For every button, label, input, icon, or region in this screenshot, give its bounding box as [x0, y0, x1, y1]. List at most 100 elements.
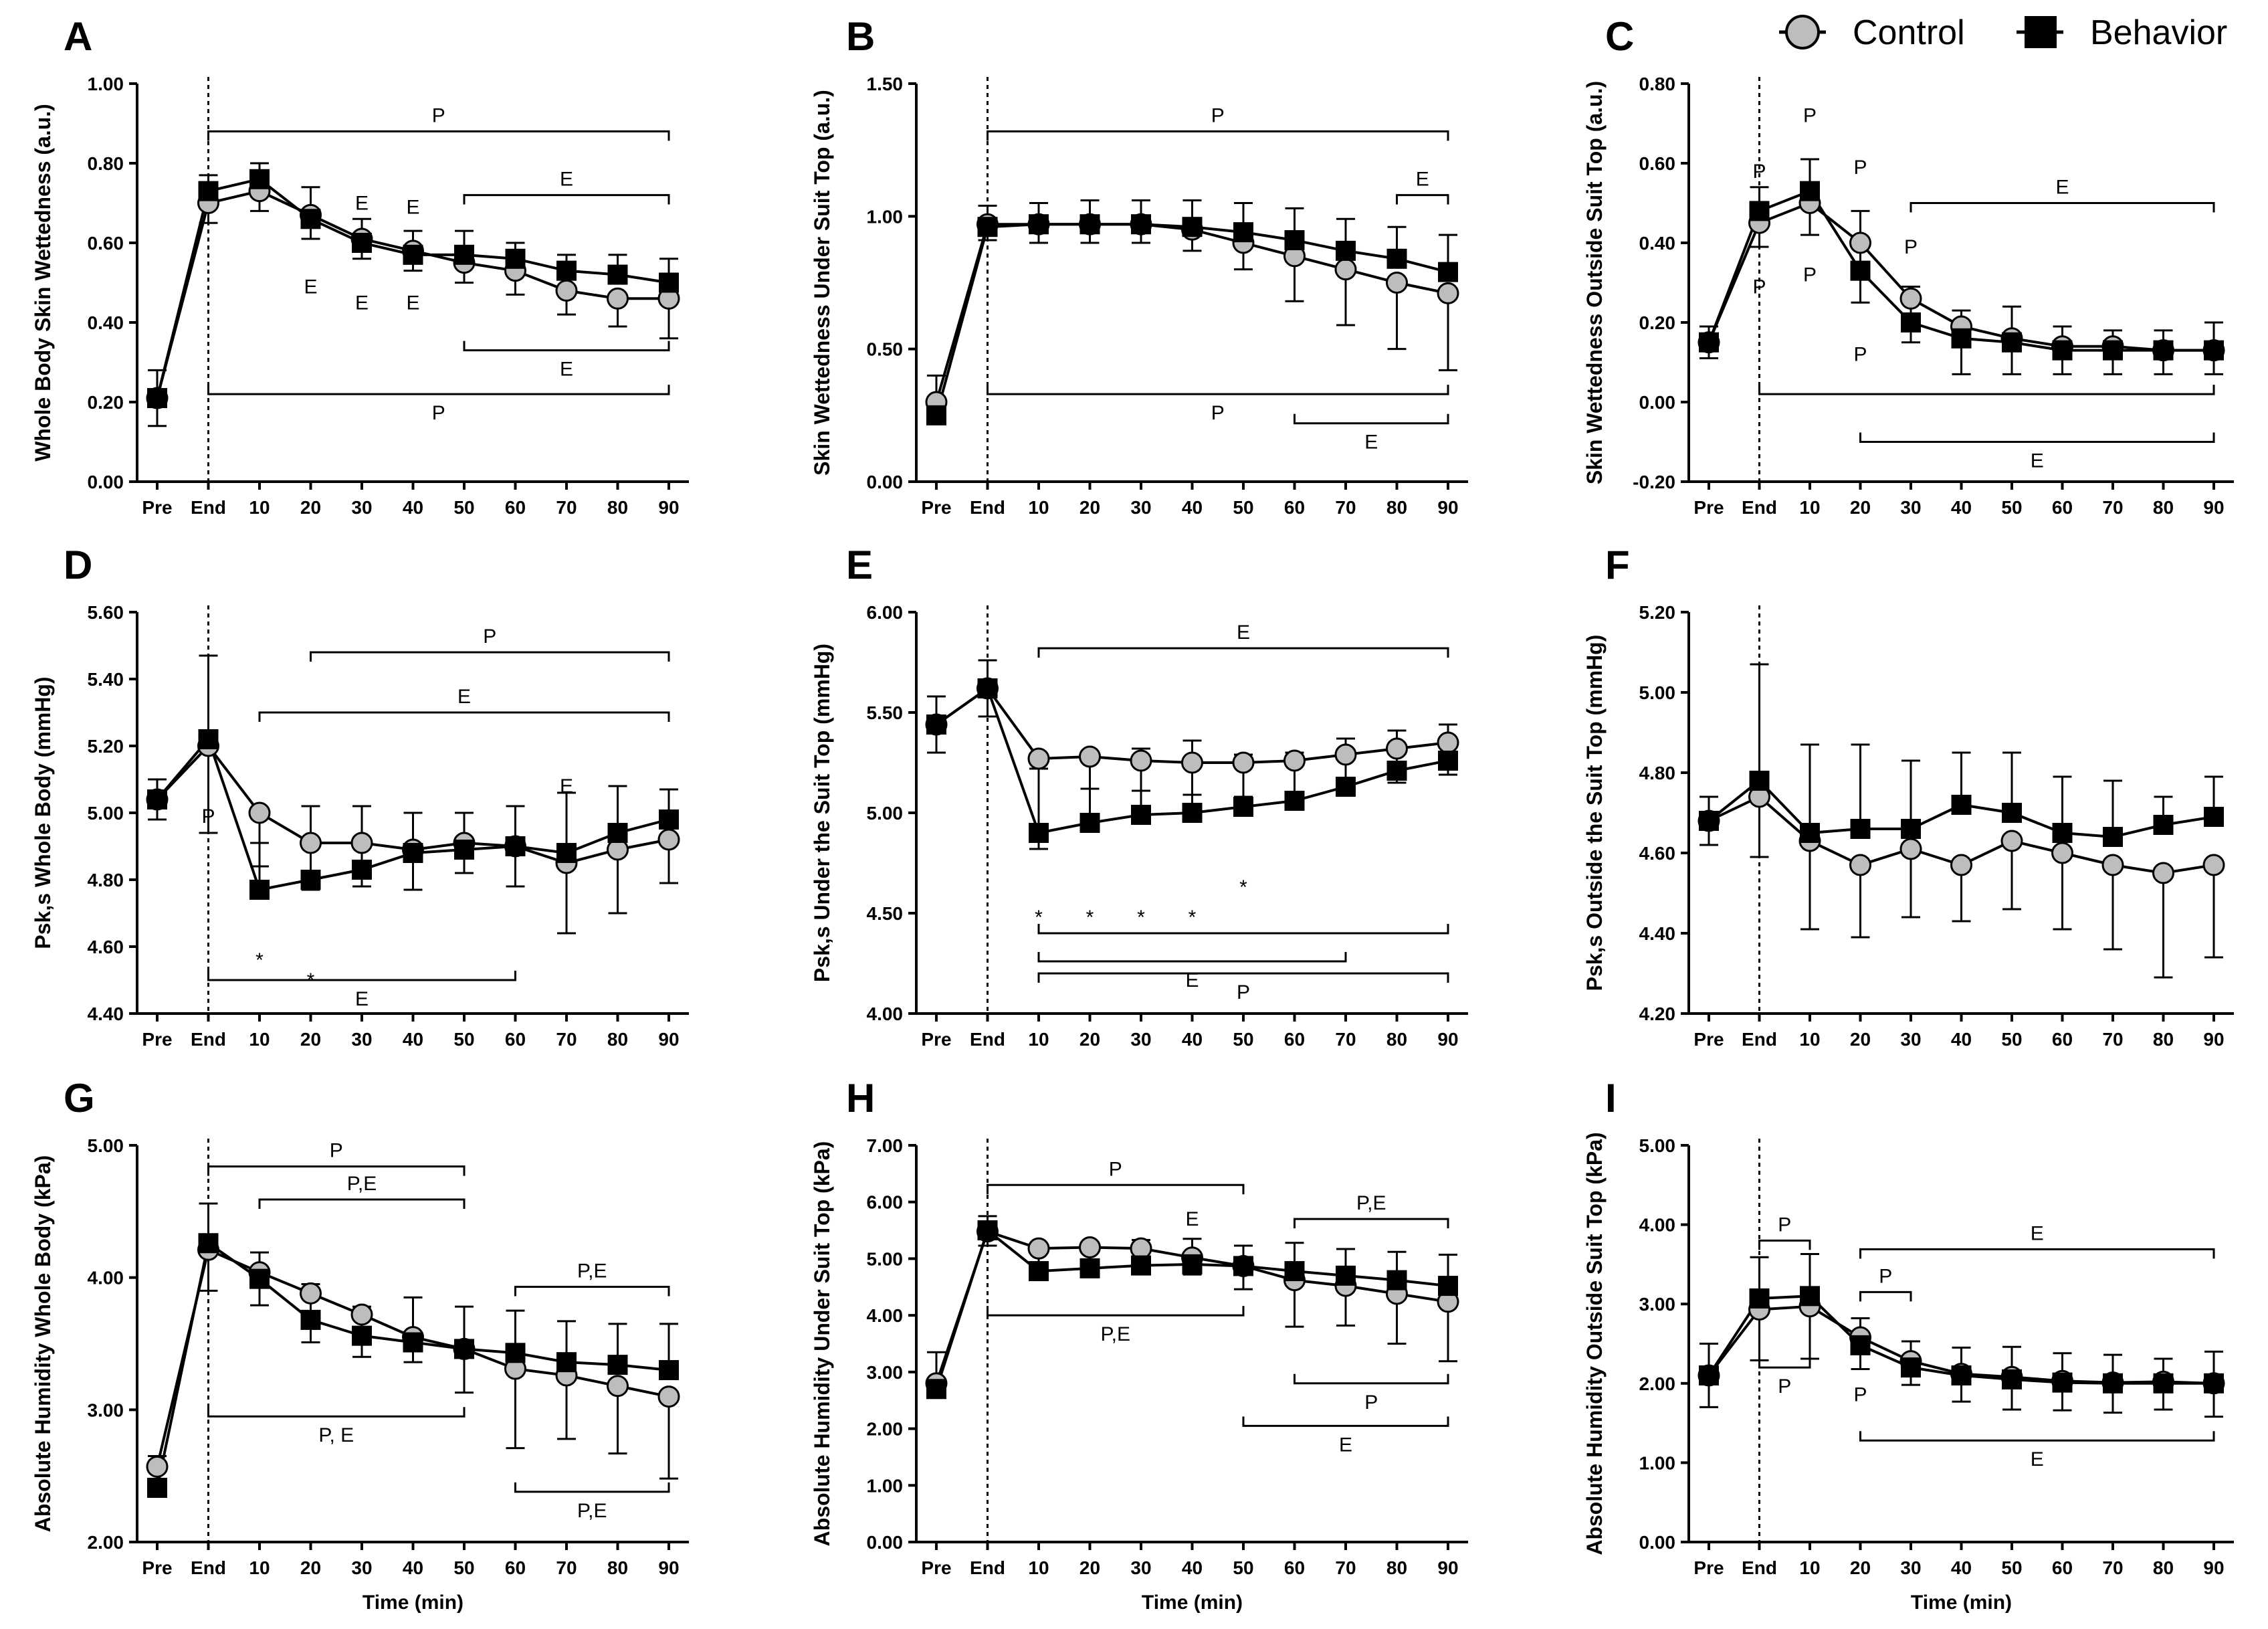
point-behavior	[1233, 1256, 1253, 1276]
x-tick-label: 50	[2001, 1557, 2022, 1578]
x-tick-label: End	[970, 1557, 1005, 1578]
x-tick-label: End	[970, 497, 1005, 518]
annotation-bracket	[1758, 1358, 1811, 1369]
point-control	[607, 1375, 629, 1398]
x-tick-label: Pre	[142, 1029, 172, 1050]
x-tick-label: End	[191, 1029, 226, 1050]
point-behavior	[505, 1343, 526, 1363]
y-tick-label: 0.20	[1639, 312, 1676, 333]
x-tick-label: 90	[2203, 1029, 2224, 1050]
annotation-bracket	[987, 385, 1449, 395]
x-tick-label: 70	[1335, 1029, 1356, 1050]
y-tick-label: 0.40	[88, 312, 124, 333]
panel-label-i: I	[1605, 1076, 1617, 1121]
point-behavior	[1901, 1357, 1921, 1378]
point-behavior	[2103, 340, 2123, 361]
x-tick-label: 60	[505, 1029, 526, 1050]
x-tick-label: 70	[1335, 1557, 1356, 1578]
point-behavior	[2103, 827, 2123, 847]
y-tick-label: 5.50	[867, 702, 904, 723]
point-behavior	[1131, 1255, 1151, 1276]
x-tick-label: 20	[1079, 497, 1100, 518]
point-behavior	[1079, 214, 1100, 235]
annotation-bracket	[258, 711, 670, 722]
point-behavior	[249, 169, 270, 189]
annotation-label: E	[560, 169, 573, 191]
point-behavior	[1182, 217, 1203, 237]
point-behavior	[454, 840, 474, 860]
point-control	[1130, 749, 1152, 772]
annotation-bracket	[463, 341, 670, 352]
point-behavior	[1951, 328, 1972, 349]
annotation-text: E	[1185, 1208, 1199, 1230]
point-control	[1849, 854, 1871, 876]
annotation-bracket	[207, 385, 670, 395]
point-behavior	[1336, 1265, 1356, 1286]
x-tick-label: End	[1742, 1029, 1777, 1050]
point-control	[1849, 231, 1871, 254]
annotation-text: P	[1752, 276, 1766, 298]
x-tick-label: 30	[1130, 1557, 1151, 1578]
x-tick-label: 70	[556, 1557, 577, 1578]
point-behavior	[2002, 1369, 2022, 1390]
point-behavior	[1386, 1270, 1407, 1290]
x-tick-label: 60	[2052, 497, 2073, 518]
point-control	[300, 832, 322, 854]
y-tick-label: 4.60	[1639, 843, 1676, 864]
y-tick-label: 6.00	[867, 1192, 904, 1213]
x-tick-label: 80	[2153, 1029, 2174, 1050]
point-behavior	[2052, 823, 2073, 843]
point-behavior	[403, 843, 423, 863]
annotation-bracket	[987, 1183, 1245, 1195]
point-control	[350, 832, 373, 854]
point-behavior	[1079, 813, 1100, 833]
point-behavior	[1800, 823, 1820, 843]
x-tick-label: 80	[607, 497, 628, 518]
point-behavior	[300, 209, 321, 229]
point-control	[1334, 258, 1357, 281]
y-tick-label: 1.00	[867, 1475, 904, 1496]
y-tick-label: 0.80	[88, 153, 124, 174]
x-tick-label: 50	[453, 1557, 474, 1578]
y-tick-label: 6.00	[867, 602, 904, 623]
annotation-bracket	[1910, 202, 2215, 213]
panel-b: B 0.00 0.50 1.00 1.50 Pre End 10 20 30 40 50 60 70 80 9…	[810, 14, 1468, 518]
panel-c: C -0.20 0.00 0.20 0.40 0.60 0.80 Pre End 10 20 30 40…	[1582, 14, 2234, 518]
annotation-label: P,E	[577, 1500, 607, 1522]
x-tick-label: 10	[1799, 1557, 1820, 1578]
point-behavior	[1233, 797, 1253, 817]
y-axis-label: Absolute Humidity Outside Suit Top (kPa)	[1582, 1132, 1607, 1555]
annotation-label: E	[457, 686, 471, 708]
point-behavior	[1951, 1365, 1972, 1385]
y-tick-label: 4.50	[867, 903, 904, 924]
legend-control-marker	[1785, 15, 1820, 50]
x-tick-label: 10	[1799, 497, 1820, 518]
point-behavior	[403, 1332, 423, 1353]
annotation-bracket	[207, 1407, 466, 1418]
y-tick-label: 0.00	[867, 1532, 904, 1553]
x-tick-label: 20	[300, 1557, 321, 1578]
x-tick-label: 80	[1386, 1557, 1407, 1578]
annotation-text: E	[355, 193, 369, 215]
x-tick-label: 20	[300, 1029, 321, 1050]
point-control	[1386, 737, 1408, 760]
annotation-label: E	[2055, 177, 2069, 199]
annotation-text: P	[1803, 264, 1817, 286]
y-tick-label: 1.00	[1639, 1452, 1676, 1473]
y-tick-label: 0.60	[88, 233, 124, 254]
point-control	[555, 279, 578, 302]
panel-f: F 4.20 4.40 4.60 4.80 5.00 5.20 Pre End 10 20 30 40 5…	[1582, 543, 2234, 1050]
point-behavior	[2052, 340, 2073, 361]
x-tick-label: 10	[249, 1557, 270, 1578]
x-tick-label: 90	[1437, 497, 1458, 518]
x-tick-label: 10	[249, 497, 270, 518]
point-behavior	[300, 1309, 321, 1330]
y-tick-label: 0.00	[1639, 1532, 1676, 1553]
x-tick-label: 40	[1182, 1029, 1203, 1050]
annotation-label: P,E	[347, 1173, 377, 1195]
point-behavior	[198, 729, 219, 749]
annotation-text: *	[1239, 876, 1247, 898]
x-tick-label: 70	[2102, 1029, 2123, 1050]
point-behavior	[1850, 260, 1871, 281]
annotation-label: P	[1237, 981, 1250, 1003]
